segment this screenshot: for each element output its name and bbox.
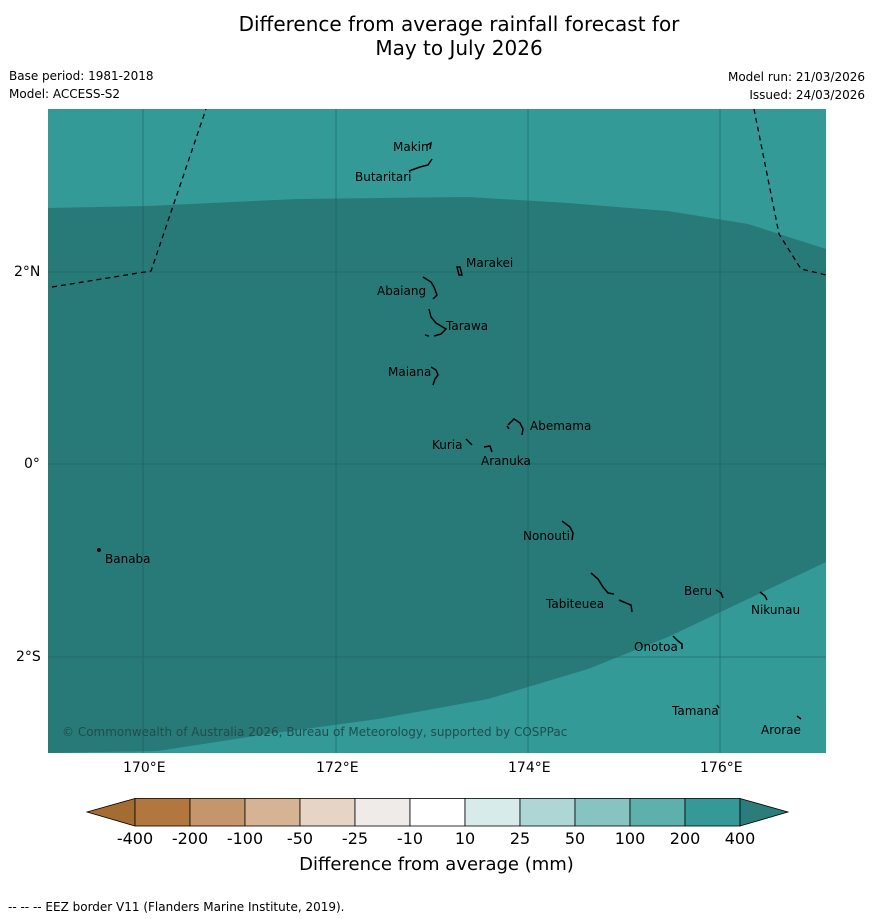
colorbar-tick-label: 25	[509, 829, 531, 848]
colorbar-segment	[244, 798, 301, 827]
map: Makin Butaritari Marakei Abaiang Tarawa …	[48, 109, 826, 753]
label-nonouti: Nonouti	[523, 529, 570, 543]
label-butaritari: Butaritari	[355, 170, 412, 184]
lon-label-174e: 174°E	[508, 760, 551, 776]
colorbar-segment	[409, 798, 466, 827]
colorbar-tick-label: 50	[564, 829, 586, 848]
model-run-date: Model run: 21/03/2026	[727, 70, 865, 84]
lat-label-2s: 2°S	[16, 649, 41, 665]
colorbar-segment	[189, 798, 246, 827]
lon-label-170e: 170°E	[123, 760, 166, 776]
eez-borders	[51, 109, 826, 288]
label-abemama: Abemama	[530, 419, 591, 433]
lat-label-0: 0°	[24, 456, 40, 472]
colorbar-segment	[574, 798, 631, 827]
label-beru: Beru	[684, 584, 712, 598]
label-onotoa: Onotoa	[634, 640, 678, 654]
copyright-notice: © Commonwealth of Australia 2026, Bureau…	[62, 725, 567, 739]
colorbar-segment	[684, 798, 741, 827]
label-kuria: Kuria	[432, 438, 463, 452]
gridlines	[48, 109, 826, 753]
colorbar-tick-label: 100	[614, 829, 646, 848]
issued-date: Issued: 24/03/2026	[749, 88, 865, 102]
label-abaiang: Abaiang	[377, 284, 426, 298]
title-line-1: Difference from average rainfall forecas…	[238, 12, 680, 36]
label-maiana: Maiana	[388, 365, 431, 379]
colorbar-tick-label: -25	[341, 829, 369, 848]
colorbar-extend-low	[86, 798, 136, 827]
label-nikunau: Nikunau	[751, 603, 800, 617]
colorbar-tick-label: 10	[454, 829, 476, 848]
colorbar-segment	[354, 798, 411, 827]
colorbar-segment	[629, 798, 686, 827]
island-outlines	[97, 141, 802, 720]
colorbar-tick-label: 200	[669, 829, 701, 848]
label-aranuka: Aranuka	[481, 454, 531, 468]
region-above-400	[48, 197, 826, 753]
place-labels: Makin Butaritari Marakei Abaiang Tarawa …	[105, 140, 801, 737]
colorbar-segment	[464, 798, 521, 827]
colorbar-segment	[134, 798, 191, 827]
colorbar-tick-label: -200	[171, 829, 209, 848]
colorbar-tick-label: -10	[396, 829, 424, 848]
chart-title: Difference from average rainfall forecas…	[0, 12, 873, 60]
label-makin: Makin	[393, 140, 429, 154]
colorbar-segment	[519, 798, 576, 827]
eez-source-note: -- -- -- EEZ border V11 (Flanders Marine…	[8, 900, 345, 914]
lon-label-172e: 172°E	[316, 760, 359, 776]
base-period: Base period: 1981-2018	[9, 69, 154, 83]
label-banaba: Banaba	[105, 552, 151, 566]
model-name: Model: ACCESS-S2	[9, 87, 121, 101]
title-line-2: May to July 2026	[375, 36, 543, 60]
colorbar-extend-high	[739, 798, 789, 827]
lat-label-2n: 2°N	[14, 264, 41, 280]
colorbar-tick-label: -400	[116, 829, 154, 848]
label-tabiteuea: Tabiteuea	[545, 597, 604, 611]
label-arorae: Arorae	[761, 723, 801, 737]
colorbar-tick-label: -50	[286, 829, 314, 848]
label-tarawa: Tarawa	[445, 319, 488, 333]
label-marakei: Marakei	[466, 256, 513, 270]
colorbar	[86, 798, 789, 827]
lon-label-176e: 176°E	[700, 760, 743, 776]
label-tamana: Tamana	[671, 704, 719, 718]
colorbar-title: Difference from average (mm)	[299, 854, 574, 875]
colorbar-tick-label: 400	[724, 829, 756, 848]
colorbar-segment	[299, 798, 356, 827]
colorbar-tick-label: -100	[226, 829, 264, 848]
